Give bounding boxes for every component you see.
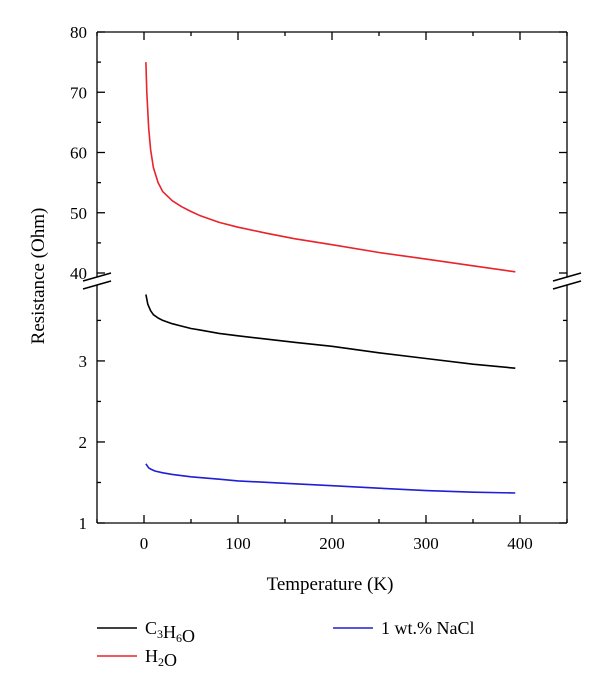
y-tick-label: 70	[70, 83, 87, 102]
x-tick-label: 0	[140, 534, 149, 553]
x-tick-label: 100	[225, 534, 251, 553]
y-tick-label: 50	[70, 204, 87, 223]
right-axis-break-mark	[552, 280, 582, 290]
legend-label: H2O	[145, 646, 177, 670]
y-tick-label: 3	[79, 352, 88, 371]
left-axis-break-mark	[82, 272, 112, 282]
y-axis-label: Resistance (Ohm)	[28, 208, 49, 345]
legend-label: C3H6O	[145, 618, 195, 646]
x-tick-label: 400	[507, 534, 533, 553]
left-axis-break-mark	[82, 280, 112, 290]
y-tick-label: 2	[79, 433, 88, 452]
series-line-2	[145, 463, 516, 494]
y-tick-label: 1	[79, 514, 88, 533]
series-line-0	[145, 294, 516, 369]
y-tick-label: 60	[70, 144, 87, 163]
series-line-1	[145, 62, 516, 273]
y-tick-label: 80	[70, 23, 87, 42]
x-axis-label: Temperature (K)	[267, 574, 394, 595]
x-tick-label: 200	[319, 534, 345, 553]
x-tick-label: 300	[413, 534, 439, 553]
legend-label: 1 wt.% NaCl	[381, 618, 475, 638]
series-lines	[145, 62, 516, 494]
y-tick-label: 40	[70, 264, 87, 283]
right-axis-break-mark	[552, 272, 582, 282]
axes: 0 100 200 300 400 1 2 3 40 50 60 70 80	[70, 23, 582, 553]
